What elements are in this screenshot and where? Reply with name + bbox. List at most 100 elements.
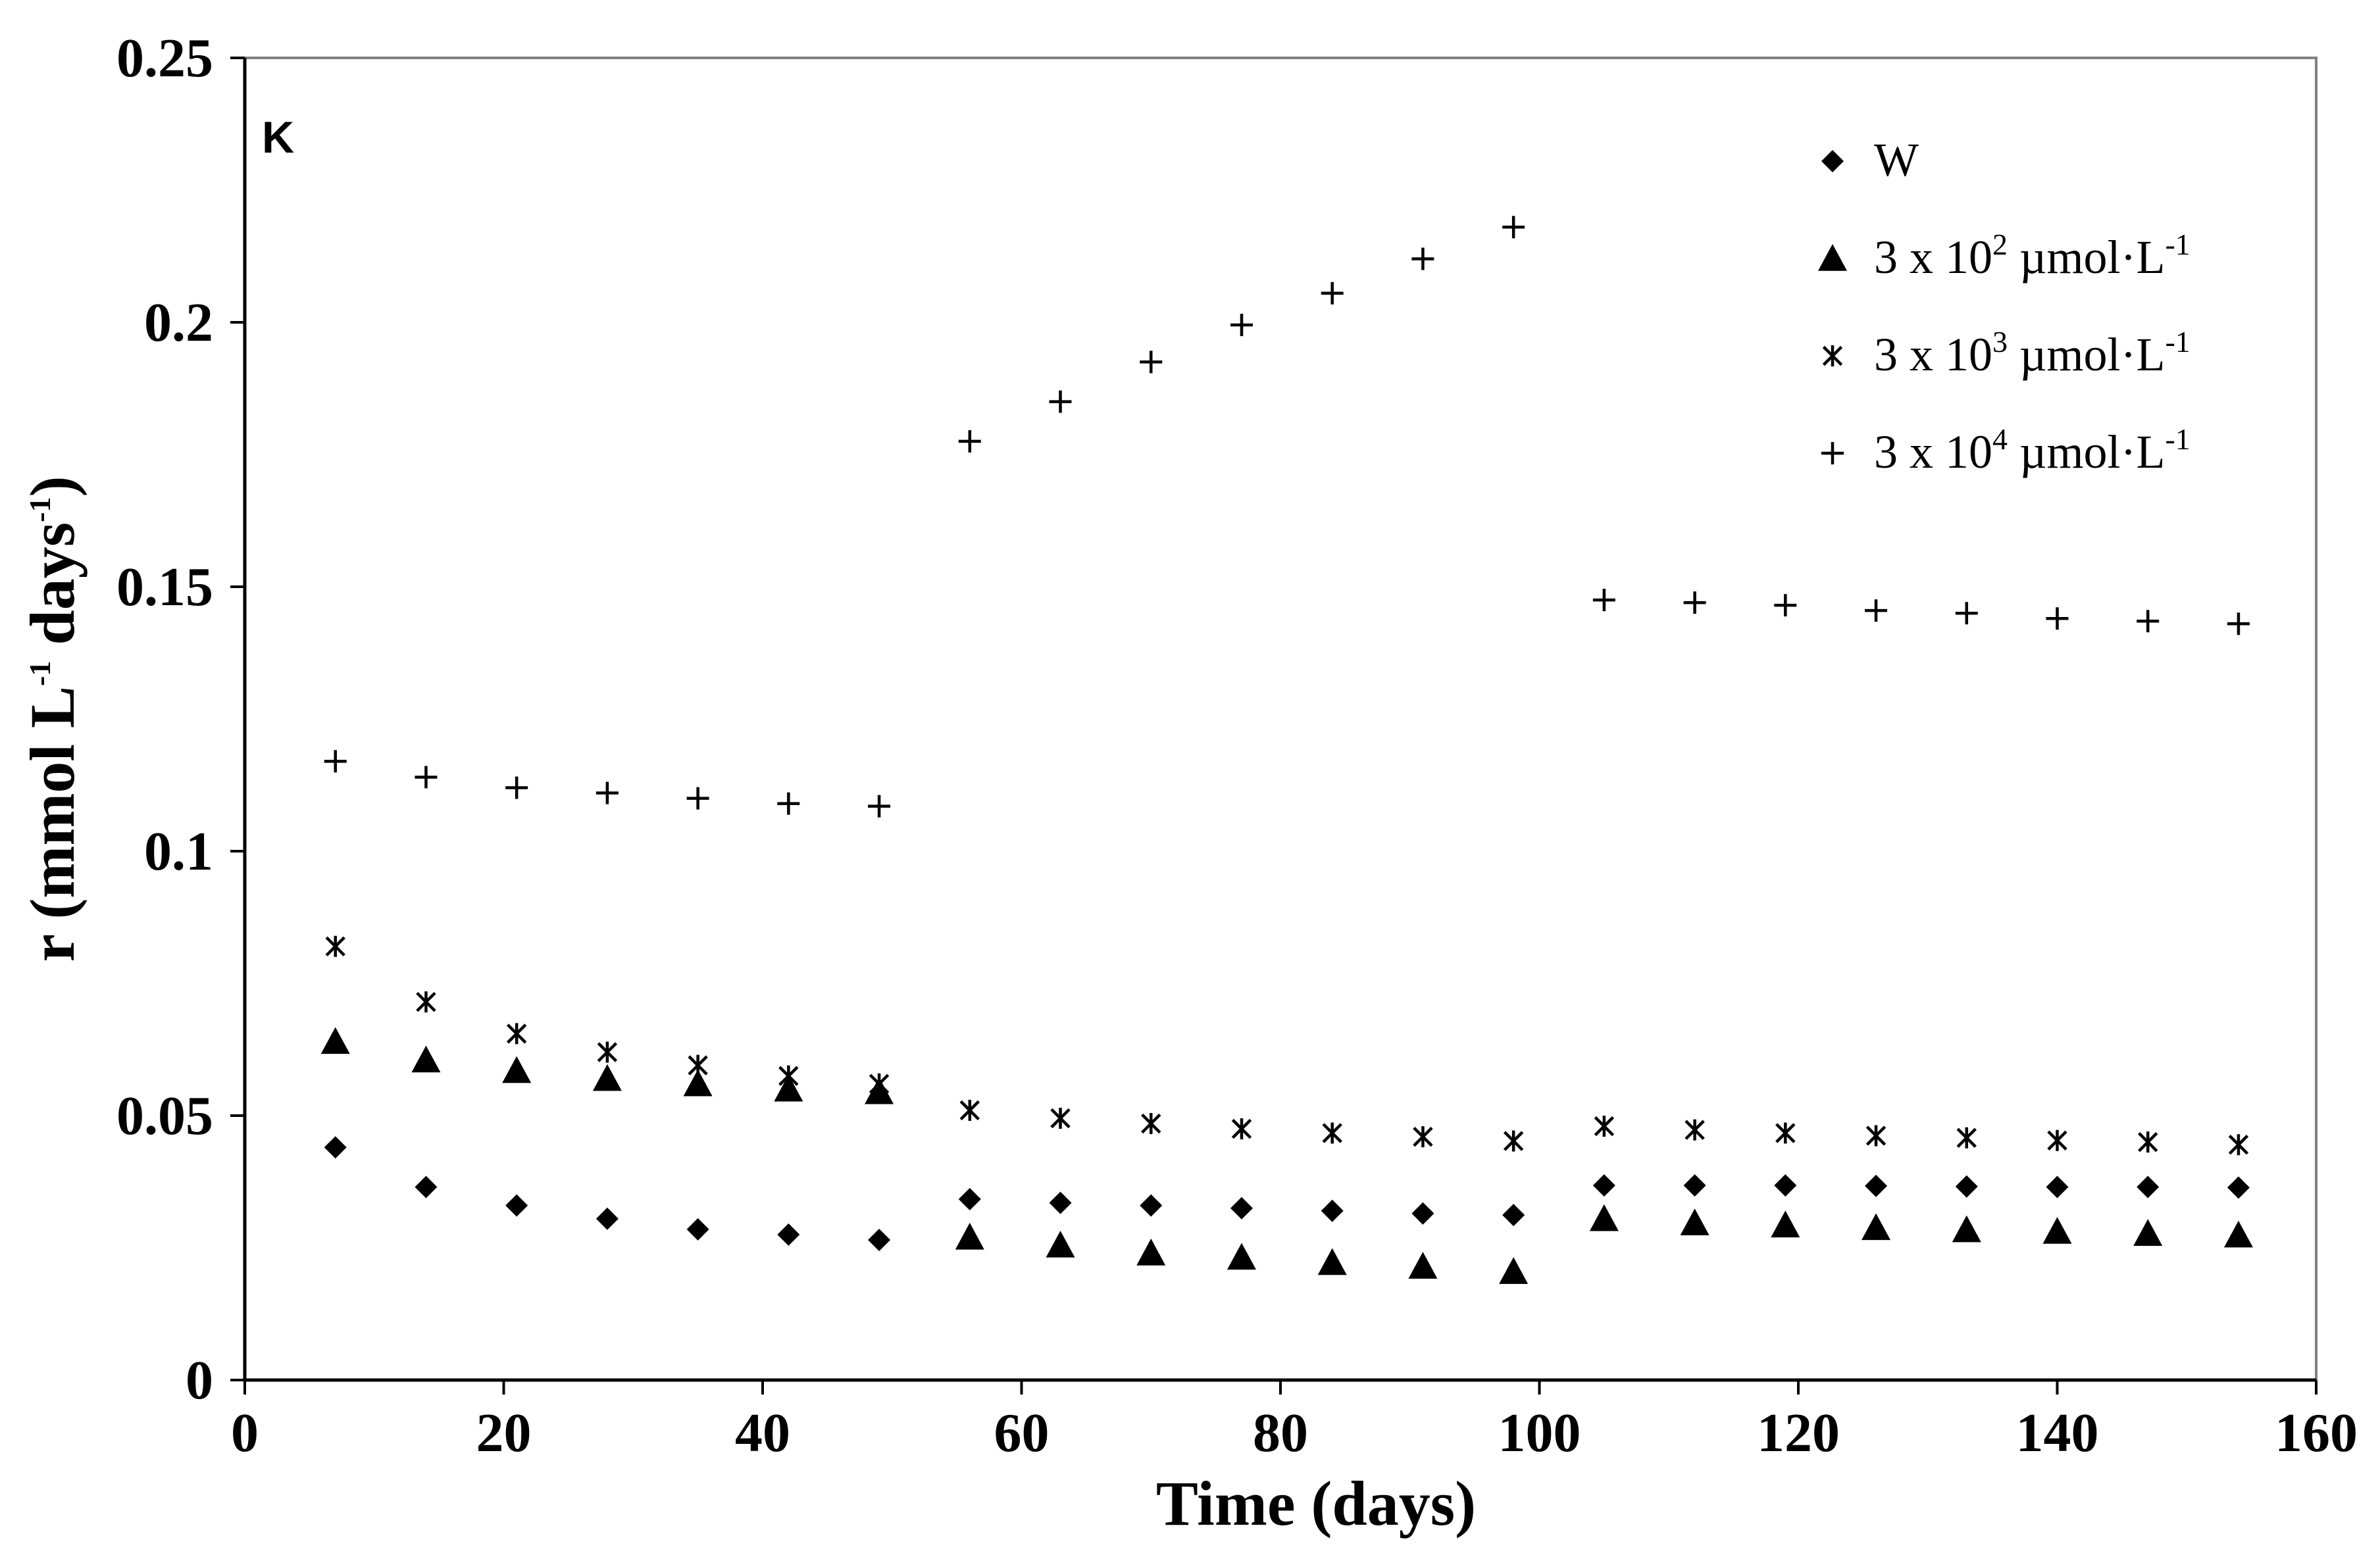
legend-label-main: 3 x 10 [1874, 328, 1992, 381]
data-point-series-4 [1865, 599, 1888, 622]
data-point-series-1 [1774, 1174, 1797, 1197]
data-point-series-2 [1499, 1257, 1529, 1284]
data-point-series-4 [686, 787, 709, 810]
data-point-series-3 [2228, 1134, 2249, 1156]
legend-label-exponent: 2 [1992, 228, 2008, 261]
data-point-series-1 [1049, 1191, 1072, 1214]
y-tick-label: 0.05 [116, 1085, 213, 1147]
data-point-series-4 [868, 795, 891, 818]
legend-label-1: W [1874, 134, 1919, 186]
legend-marker-1 [1821, 150, 1844, 172]
x-tick-label: 100 [1498, 1402, 1581, 1464]
data-point-series-3 [959, 1099, 980, 1121]
data-point-series-4 [777, 792, 800, 815]
data-point-series-2 [592, 1064, 622, 1091]
data-point-series-1 [1502, 1204, 1525, 1227]
data-point-series-4 [958, 430, 981, 453]
y-axis-title-sup2: -1 [23, 497, 57, 522]
legend-label-unit: µmol·L [2008, 426, 2165, 478]
data-point-series-3 [1503, 1130, 1524, 1152]
y-axis-title-sup1: -1 [23, 661, 57, 686]
data-point-series-2 [1046, 1230, 1075, 1258]
data-point-series-2 [2042, 1217, 2072, 1244]
data-point-series-4 [1502, 216, 1525, 239]
data-point-series-3 [778, 1065, 799, 1087]
data-point-series-1 [868, 1228, 891, 1251]
x-tick-label: 120 [1757, 1402, 1840, 1464]
data-point-series-1 [1683, 1174, 1706, 1197]
data-point-series-3 [1231, 1118, 1252, 1140]
data-point-series-1 [1865, 1174, 1888, 1197]
data-point-series-4 [1955, 602, 1978, 625]
data-point-series-1 [686, 1218, 709, 1241]
x-tick-label: 0 [231, 1402, 259, 1464]
data-point-series-3 [1684, 1119, 1705, 1141]
data-point-series-3 [869, 1073, 890, 1095]
legend-label-unit-exponent: -1 [2165, 228, 2190, 261]
data-point-series-3 [1865, 1125, 1886, 1147]
data-point-series-3 [1050, 1108, 1071, 1129]
legend-label-4: 3 x 104 µmol·L-1 [1874, 422, 2190, 478]
data-point-series-4 [1140, 351, 1163, 374]
data-point-series-2 [1680, 1208, 1709, 1235]
data-point-series-1 [2046, 1175, 2069, 1199]
legend-label-exponent: 3 [1992, 325, 2008, 358]
data-point-series-4 [415, 766, 438, 789]
data-point-series-3 [506, 1023, 527, 1045]
y-tick-label: 0.2 [144, 292, 213, 353]
data-point-series-2 [774, 1074, 803, 1102]
data-point-series-3 [1141, 1113, 1161, 1135]
data-point-series-3 [2138, 1131, 2158, 1153]
y-axis-title-main: r (mmol L [17, 686, 88, 962]
x-tick-label: 40 [735, 1402, 790, 1464]
data-point-series-1 [415, 1175, 438, 1199]
legend-label-exponent: 4 [1992, 422, 2008, 456]
data-point-series-3 [1322, 1122, 1342, 1144]
data-point-series-4 [1411, 247, 1434, 270]
legend-marker-2 [1818, 244, 1847, 271]
data-point-series-2 [411, 1045, 441, 1073]
x-tick-label: 20 [476, 1402, 532, 1464]
data-point-series-2 [1408, 1252, 1438, 1279]
legend-label-main: W [1874, 134, 1919, 186]
data-point-series-2 [1952, 1215, 1981, 1243]
data-point-series-2 [1771, 1210, 1800, 1238]
legend-label-main: 3 x 10 [1874, 231, 1992, 284]
data-point-series-3 [1956, 1127, 1977, 1149]
data-point-series-4 [1321, 282, 1344, 305]
data-point-series-1 [1321, 1199, 1344, 1222]
data-point-series-4 [595, 781, 619, 804]
data-point-series-2 [1861, 1213, 1891, 1241]
data-point-series-3 [2047, 1129, 2067, 1151]
y-axis-title: r (mmol L-1 days-1) [17, 476, 88, 962]
x-tick-label: 160 [2275, 1402, 2358, 1464]
legend-label-unit-exponent: -1 [2165, 422, 2190, 456]
legend-label-unit-exponent: -1 [2165, 325, 2190, 358]
data-point-series-1 [2227, 1176, 2250, 1199]
data-point-series-2 [502, 1056, 532, 1083]
data-point-series-3 [1594, 1116, 1615, 1137]
data-point-series-4 [2046, 607, 2069, 630]
data-point-series-4 [324, 750, 347, 773]
data-point-series-1 [1230, 1197, 1253, 1220]
data-point-series-3 [597, 1041, 618, 1063]
data-point-series-1 [2137, 1175, 2160, 1199]
data-point-series-1 [1955, 1175, 1978, 1198]
data-point-series-1 [777, 1223, 800, 1246]
data-point-series-2 [683, 1069, 713, 1097]
data-point-series-2 [2223, 1220, 2253, 1248]
data-point-series-1 [1592, 1174, 1615, 1197]
x-axis-title: Time (days) [1156, 1468, 1476, 1539]
panel-label: K [262, 112, 294, 162]
data-point-series-1 [505, 1194, 528, 1217]
data-point-series-1 [958, 1188, 981, 1211]
legend-label-unit: µmol·L [2008, 231, 2165, 284]
data-point-series-4 [1049, 390, 1072, 413]
data-point-series-1 [324, 1136, 347, 1159]
x-tick-label: 140 [2016, 1402, 2099, 1464]
data-point-series-2 [1317, 1248, 1347, 1275]
data-point-series-3 [416, 991, 436, 1013]
legend: W3 x 102 µmol·L-13 x 103 µmol·L-13 x 104… [1818, 134, 2190, 478]
y-axis-title-end: ) [17, 476, 88, 497]
